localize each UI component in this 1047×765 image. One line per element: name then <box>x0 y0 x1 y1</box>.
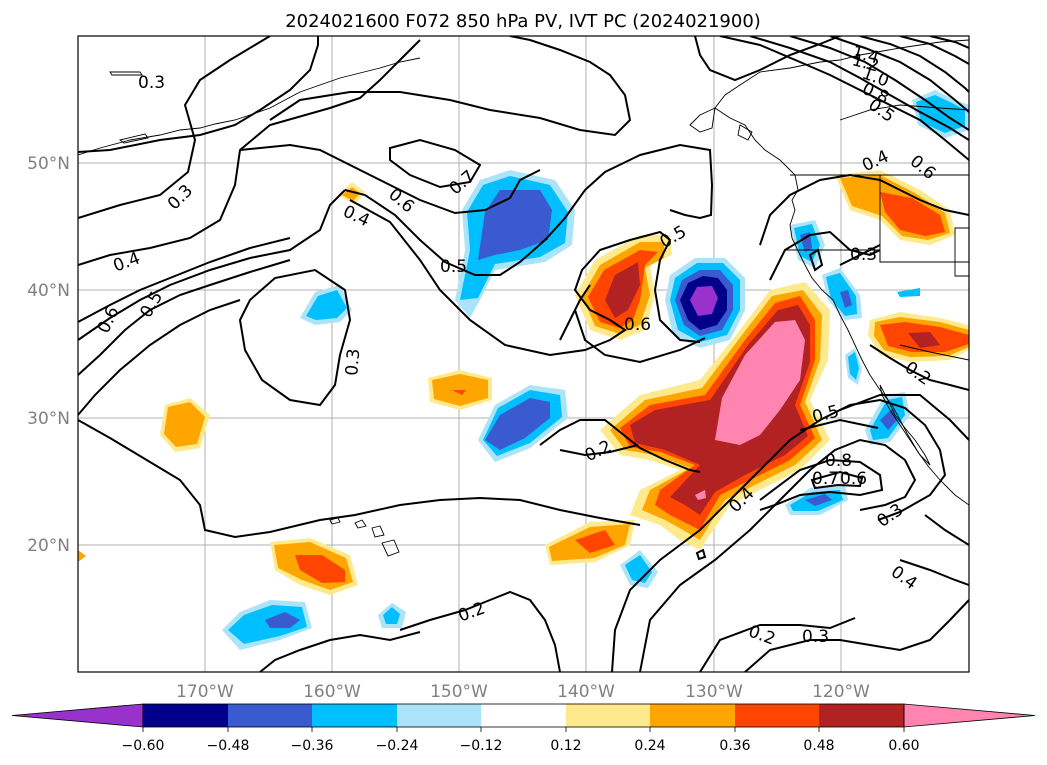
colorbar-tick-label: −0.24 <box>376 738 419 754</box>
colorbar-segment <box>735 704 819 727</box>
colorbar-tick-label: −0.36 <box>291 738 334 754</box>
colorbar-segment <box>228 704 312 727</box>
contour-label: 0.6 <box>624 315 651 335</box>
pv-contours <box>78 36 969 672</box>
colorbar-tick-label: −0.48 <box>207 738 250 754</box>
contour-label: 0.3 <box>802 627 829 647</box>
colorbar-segment <box>397 704 481 727</box>
colorbar-tick-label: 0.12 <box>550 738 581 754</box>
lat-label: 40°N <box>27 281 70 301</box>
lon-label: 130°W <box>685 682 743 702</box>
colorbar-extend-low <box>11 703 144 728</box>
colorbar-tick-label: −0.12 <box>460 738 503 754</box>
colorbar: −0.60 −0.48 −0.36 −0.24 −0.12 0.12 0.24 … <box>11 703 1036 754</box>
contour-label: 0.8 <box>825 451 852 471</box>
longitude-labels: 170°W 160°W 150°W 140°W 130°W 120°W <box>176 682 870 702</box>
colorbar-extend-high <box>903 703 1036 728</box>
lon-label: 150°W <box>430 682 488 702</box>
coastlines <box>78 39 969 557</box>
lon-label: 160°W <box>303 682 361 702</box>
colorbar-segment <box>819 704 904 727</box>
contour-label: 0.3 <box>138 73 165 93</box>
colorbar-segment <box>312 704 397 727</box>
colorbar-tick-label: 0.24 <box>634 738 665 754</box>
pv-negative-fill <box>222 90 969 650</box>
lat-label: 50°N <box>27 154 70 174</box>
map-title: 2024021600 F072 850 hPa PV, IVT PC (2024… <box>285 11 761 32</box>
lon-label: 170°W <box>176 682 234 702</box>
contour-label: 0.5 <box>440 257 467 277</box>
lon-label: 120°W <box>812 682 870 702</box>
lon-label: 140°W <box>557 682 615 702</box>
contour-label: 0.3 <box>850 245 877 265</box>
colorbar-segment <box>481 704 566 727</box>
map-panel: 0.3 0.3 0.4 0.6 0.5 0.6 0.4 0.7 0.5 0.6 … <box>78 36 969 672</box>
map-frame <box>77 35 970 673</box>
colorbar-segment <box>566 704 650 727</box>
colorbar-tick-label: 0.48 <box>803 738 834 754</box>
lat-label: 30°N <box>27 409 70 429</box>
colorbar-tick-label: −0.60 <box>122 738 165 754</box>
pv-positive-fill <box>78 170 969 595</box>
lat-label: 20°N <box>27 536 70 556</box>
colorbar-segment <box>650 704 735 727</box>
colorbar-tick-label: 0.60 <box>888 738 919 754</box>
colorbar-segment <box>143 704 228 727</box>
colorbar-tick-label: 0.36 <box>719 738 750 754</box>
contour-label: 0.7 <box>812 469 839 489</box>
contour-label: 0.3 <box>342 348 364 377</box>
latitude-labels: 50°N 40°N 30°N 20°N <box>27 154 70 556</box>
contour-label: 0.6 <box>840 469 867 489</box>
